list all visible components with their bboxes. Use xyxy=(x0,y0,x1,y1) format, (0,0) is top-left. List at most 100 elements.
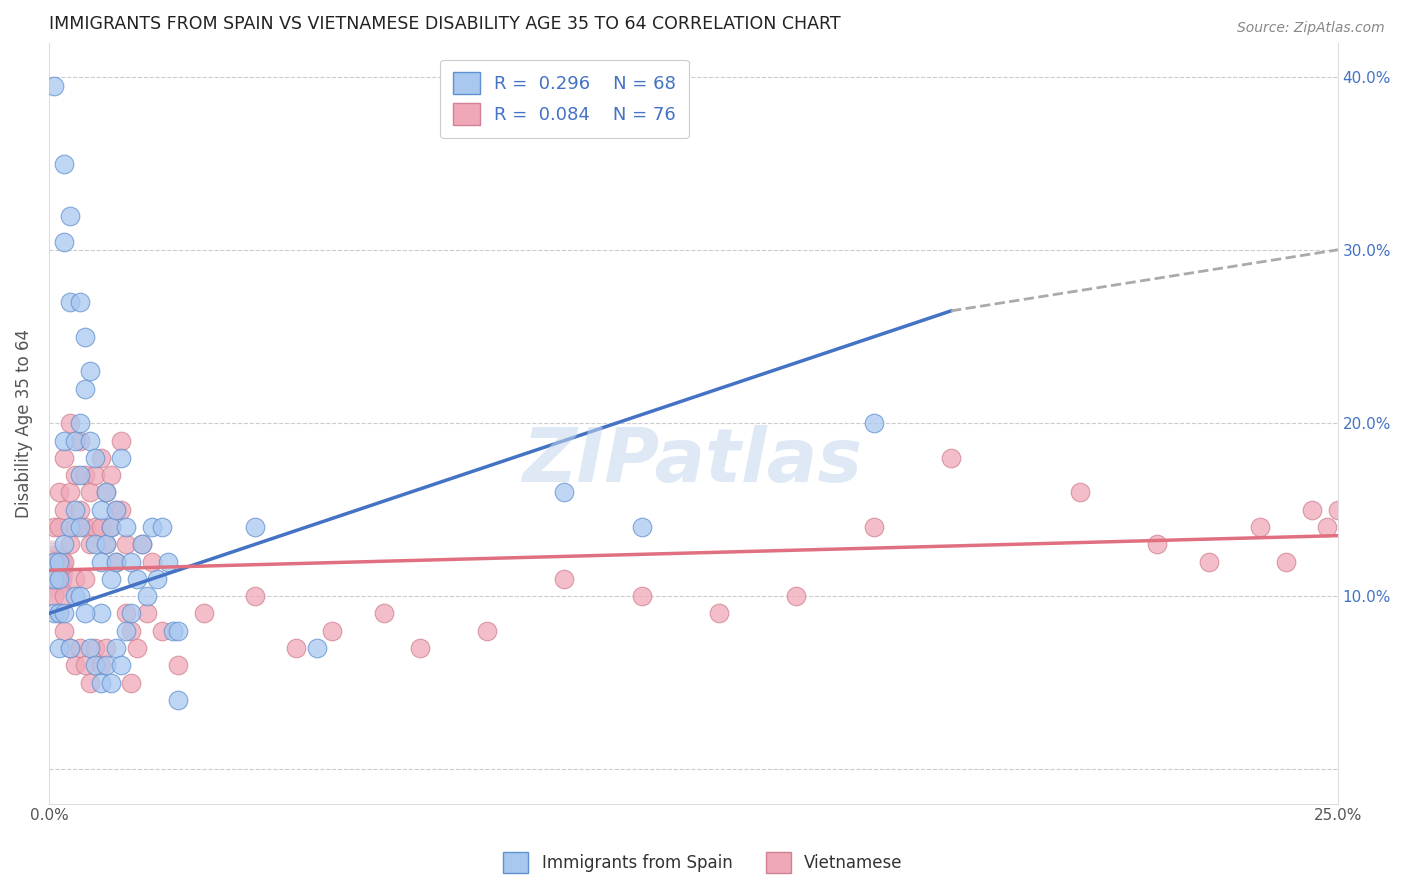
Point xyxy=(84,537,107,551)
Legend: Immigrants from Spain, Vietnamese: Immigrants from Spain, Vietnamese xyxy=(496,846,910,880)
Point xyxy=(84,640,107,655)
Point xyxy=(131,537,153,551)
Point xyxy=(89,555,111,569)
Text: ZIPatlas: ZIPatlas xyxy=(523,425,863,498)
Point xyxy=(100,468,122,483)
Point xyxy=(69,502,91,516)
Point xyxy=(42,555,65,569)
Point xyxy=(48,485,70,500)
Point xyxy=(53,235,76,249)
Point xyxy=(141,555,163,569)
Point xyxy=(373,607,395,621)
Point xyxy=(48,572,70,586)
Point xyxy=(42,520,65,534)
Point xyxy=(58,537,80,551)
Point xyxy=(89,607,111,621)
Point xyxy=(53,502,76,516)
Point xyxy=(63,502,86,516)
Point xyxy=(42,572,65,586)
Point xyxy=(285,640,308,655)
Point xyxy=(79,434,101,448)
Point xyxy=(243,589,266,603)
Point xyxy=(141,520,163,534)
Point xyxy=(305,640,328,655)
Point xyxy=(166,693,188,707)
Point xyxy=(1069,485,1091,500)
Point xyxy=(115,520,138,534)
Point xyxy=(69,434,91,448)
Point xyxy=(58,416,80,430)
Point xyxy=(73,658,96,673)
Point xyxy=(41,559,63,574)
Point xyxy=(94,485,117,500)
Point xyxy=(104,555,127,569)
Point xyxy=(89,658,111,673)
Point xyxy=(39,555,62,569)
Point xyxy=(1301,502,1323,516)
Point xyxy=(553,485,575,500)
Point xyxy=(63,520,86,534)
Point xyxy=(100,675,122,690)
Point xyxy=(39,563,62,577)
Point xyxy=(94,485,117,500)
Point xyxy=(42,607,65,621)
Point xyxy=(135,607,157,621)
Y-axis label: Disability Age 35 to 64: Disability Age 35 to 64 xyxy=(15,329,32,517)
Point xyxy=(110,502,132,516)
Point xyxy=(84,450,107,465)
Point xyxy=(53,589,76,603)
Point xyxy=(104,502,127,516)
Point xyxy=(104,555,127,569)
Point xyxy=(1146,537,1168,551)
Point xyxy=(131,537,153,551)
Point xyxy=(104,640,127,655)
Point xyxy=(73,382,96,396)
Point xyxy=(94,537,117,551)
Point xyxy=(939,450,962,465)
Point xyxy=(58,209,80,223)
Point xyxy=(48,555,70,569)
Point xyxy=(166,624,188,638)
Point xyxy=(110,450,132,465)
Point xyxy=(79,640,101,655)
Point xyxy=(63,468,86,483)
Point xyxy=(100,572,122,586)
Point xyxy=(100,520,122,534)
Point xyxy=(53,624,76,638)
Point xyxy=(41,553,63,567)
Point xyxy=(125,572,148,586)
Point xyxy=(321,624,343,638)
Point xyxy=(42,79,65,94)
Point xyxy=(42,589,65,603)
Point xyxy=(41,568,63,582)
Point xyxy=(69,520,91,534)
Point xyxy=(48,555,70,569)
Point xyxy=(115,607,138,621)
Point xyxy=(120,624,142,638)
Point xyxy=(89,675,111,690)
Point xyxy=(69,640,91,655)
Point xyxy=(73,572,96,586)
Point xyxy=(115,537,138,551)
Point xyxy=(79,675,101,690)
Point xyxy=(89,520,111,534)
Point xyxy=(41,566,63,581)
Point xyxy=(48,607,70,621)
Point xyxy=(39,563,62,577)
Point xyxy=(48,520,70,534)
Point xyxy=(707,607,730,621)
Point xyxy=(150,624,173,638)
Point xyxy=(73,330,96,344)
Point xyxy=(73,468,96,483)
Point xyxy=(475,624,498,638)
Point xyxy=(100,520,122,534)
Point xyxy=(120,675,142,690)
Point xyxy=(862,520,884,534)
Point xyxy=(630,589,652,603)
Point xyxy=(162,624,184,638)
Point xyxy=(42,555,65,569)
Point xyxy=(84,468,107,483)
Point xyxy=(69,295,91,310)
Point xyxy=(409,640,432,655)
Point xyxy=(73,520,96,534)
